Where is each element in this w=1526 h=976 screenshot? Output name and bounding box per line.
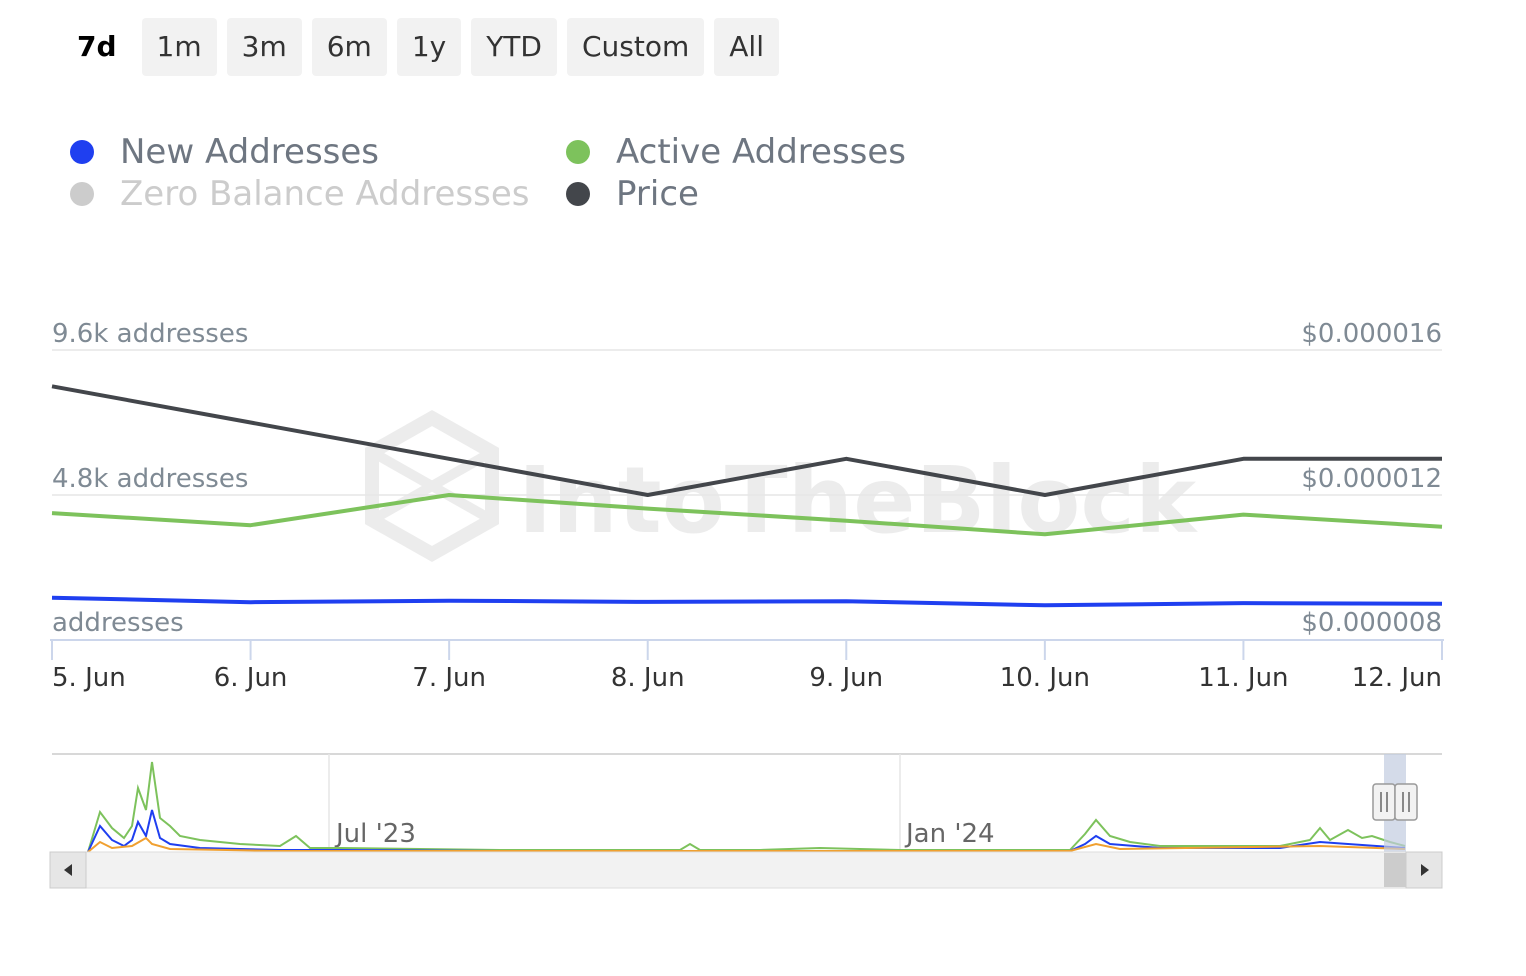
y-right-tick-label: $0.000016 [1301, 319, 1442, 349]
range-1m-button[interactable]: 1m [141, 18, 217, 76]
watermark-logo-stroke [369, 447, 495, 525]
range-custom-button[interactable]: Custom [566, 18, 705, 76]
series-line-price[interactable] [51, 384, 1442, 497]
watermark-text: IntoTheBlock [518, 447, 1198, 554]
y-left-tick-label: 4.8k addresses [52, 464, 248, 494]
legend-label: New Addresses [120, 132, 380, 172]
x-tick-label: 5. Jun [52, 663, 126, 693]
x-tick-label: 11. Jun [1198, 663, 1288, 693]
range-all-button[interactable]: All [714, 18, 779, 76]
navigator: Jul '23 Jan '24 [49, 753, 1443, 889]
x-tick-label: 7. Jun [412, 663, 486, 693]
navigator-handle-left[interactable] [1372, 783, 1396, 821]
legend-dot-icon [566, 182, 590, 206]
legend-dot-icon [70, 182, 94, 206]
watermark: IntoTheBlock [365, 409, 1198, 563]
legend-item-zero-balance-addresses[interactable]: Zero Balance Addresses [70, 174, 530, 214]
range-1y-button[interactable]: 1y [396, 18, 462, 76]
y-left-tick-label: 9.6k addresses [52, 319, 248, 349]
y-right-tick-label: $0.000008 [1301, 608, 1442, 638]
x-tick-label: 9. Jun [809, 663, 883, 693]
grip-handle-icon[interactable] [1372, 783, 1396, 821]
y-left-tick-label: addresses [52, 608, 184, 638]
range-3m-button[interactable]: 3m [226, 18, 302, 76]
x-tick-label: 8. Jun [611, 663, 685, 693]
series-line-new-addresses[interactable] [51, 595, 1443, 608]
grip-handle-icon[interactable] [1394, 783, 1418, 821]
x-tick-label: 6. Jun [214, 663, 288, 693]
legend-label: Active Addresses [616, 132, 907, 172]
navigator-label: Jul '23 [334, 819, 416, 849]
watermark-logo-icon [365, 409, 499, 563]
legend-dot-icon [70, 140, 94, 164]
x-tick-label: 12. Jun [1352, 663, 1442, 693]
legend-dot-icon [566, 140, 590, 164]
series-line-active-addresses[interactable] [51, 493, 1443, 537]
x-tick-layer: 5. Jun 6. Jun 7. Jun 8. Jun 9. Jun 10. Jun 11.… [51, 640, 1443, 693]
navigator-scrollbar-track[interactable] [49, 851, 1443, 889]
series-layer [51, 384, 1443, 608]
legend-item-price[interactable]: Price [566, 174, 699, 214]
triangle-left-icon [64, 864, 72, 876]
range-6m-button[interactable]: 6m [311, 18, 387, 76]
legend-item-new-addresses[interactable]: New Addresses [70, 132, 379, 172]
navigator-handle-right[interactable] [1394, 783, 1418, 821]
legend-label: Zero Balance Addresses [120, 174, 530, 214]
legend-label: Price [616, 174, 699, 214]
range-ytd-button[interactable]: YTD [471, 18, 557, 76]
navigator-label: Jan '24 [904, 819, 995, 849]
navigator-series-active [87, 761, 1406, 853]
range-7d-button[interactable]: 7d [77, 30, 117, 63]
navigator-series-zero-balance [87, 836, 1406, 853]
triangle-right-icon [1421, 864, 1429, 876]
legend-item-active-addresses[interactable]: Active Addresses [566, 132, 906, 172]
x-tick-label: 10. Jun [1000, 663, 1090, 693]
navigator-scrollbar-thumb[interactable] [1384, 853, 1406, 887]
y-right-tick-label: $0.000012 [1301, 464, 1442, 494]
range-selector: 7d 1m 3m 6m 1y YTD Custom All [62, 18, 779, 76]
